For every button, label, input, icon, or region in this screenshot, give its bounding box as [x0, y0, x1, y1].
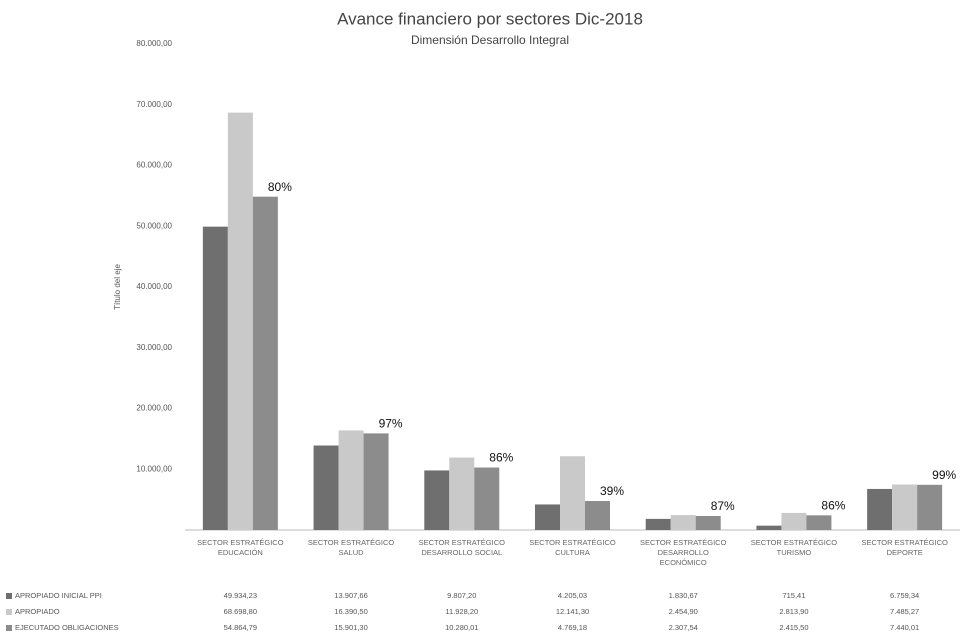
y-axis-label: Título del eje: [113, 264, 122, 310]
chart-subtitle: Dimensión Desarrollo Integral: [411, 33, 569, 47]
bar: [424, 470, 450, 530]
y-tick-label: 80.000,00: [136, 39, 172, 48]
table-value: 16.390,50: [334, 607, 367, 616]
y-tick-label: 50.000,00: [136, 221, 172, 230]
x-tick-label: SECTOR ESTRATÉGICO SALUD: [307, 538, 395, 557]
bar: [363, 433, 389, 530]
y-tick-label: 40.000,00: [136, 282, 172, 291]
legend-label: APROPIADO: [15, 607, 60, 616]
bar: [313, 445, 339, 530]
annotation: 86%: [489, 451, 513, 465]
table-value: 68.698,80: [224, 607, 257, 616]
bar: [338, 430, 364, 530]
bar: [535, 504, 560, 530]
table-value: 12.141,30: [556, 607, 589, 616]
x-tick-label: SECTOR ESTRATÉGICO EDUCACIÓN: [197, 538, 284, 557]
annotation: 99%: [932, 468, 956, 482]
y-tick-label: 70.000,00: [136, 100, 172, 109]
legend-label: APROPIADO INICIAL PPI: [15, 591, 102, 600]
y-tick-label: 60.000,00: [136, 161, 172, 170]
x-tick-label: SECTOR ESTRATÉGICO DEPORTE: [861, 538, 948, 557]
table-value: 7.485,27: [890, 607, 919, 616]
table-value: 13.907,66: [334, 591, 367, 600]
table-value: 49.934,23: [224, 591, 257, 600]
annotation: 97%: [379, 417, 403, 431]
x-tick-label: SECTOR ESTRATÉGICO DESARROLLO SOCIAL: [418, 538, 505, 557]
legend-swatch: [6, 625, 12, 631]
table-value: 6.759,34: [890, 591, 919, 600]
bar: [917, 484, 943, 530]
annotation: 39%: [600, 484, 624, 498]
table-value: 2.415,50: [779, 623, 808, 632]
annotation: 80%: [268, 180, 292, 194]
bar: [645, 518, 671, 530]
table-value: 2.813,90: [779, 607, 808, 616]
table-value: 15.901,30: [334, 623, 367, 632]
y-tick-label: 20.000,00: [136, 404, 172, 413]
bar: [227, 112, 253, 531]
bar: [202, 226, 228, 531]
table-value: 715,41: [782, 591, 805, 600]
table-value: 4.205,03: [558, 591, 587, 600]
table-value: 7.440,01: [890, 623, 919, 632]
chart-title: Avance financiero por sectores Dic-2018: [337, 9, 643, 28]
table-value: 4.769,18: [558, 623, 587, 632]
bar: [474, 467, 500, 530]
annotation: 86%: [821, 498, 845, 512]
x-tick-label: SECTOR ESTRATÉGICO TURISMO: [750, 538, 838, 557]
bar: [867, 488, 893, 530]
table-value: 10.280,01: [445, 623, 478, 632]
bar: [781, 512, 807, 530]
x-tick-label: SECTOR ESTRATÉGICO CULTURA: [529, 538, 616, 557]
bar: [449, 457, 475, 530]
table-value: 9.807,20: [447, 591, 476, 600]
table-value: 1.830,67: [669, 591, 698, 600]
legend-label: EJECUTADO OBLIGACIONES: [15, 623, 119, 632]
bar: [695, 515, 721, 530]
bar: [756, 525, 782, 530]
y-tick-label: 30.000,00: [136, 343, 172, 352]
table-value: 54.864,79: [224, 623, 257, 632]
bar: [585, 501, 610, 530]
annotation: 87%: [711, 499, 735, 513]
legend-swatch: [6, 609, 12, 615]
y-tick-label: 10.000,00: [136, 464, 172, 473]
bar: [892, 484, 918, 530]
table-value: 11.928,20: [445, 607, 478, 616]
bar: [252, 196, 278, 530]
bar: [560, 456, 585, 530]
bar: [806, 515, 832, 530]
x-tick-label: SECTOR ESTRATÉGICO DESARROLLO ECONÓMICO: [640, 538, 727, 567]
legend-swatch: [6, 593, 12, 599]
bar: [670, 515, 696, 530]
table-value: 2.307,54: [669, 623, 698, 632]
table-value: 2.454,90: [669, 607, 698, 616]
